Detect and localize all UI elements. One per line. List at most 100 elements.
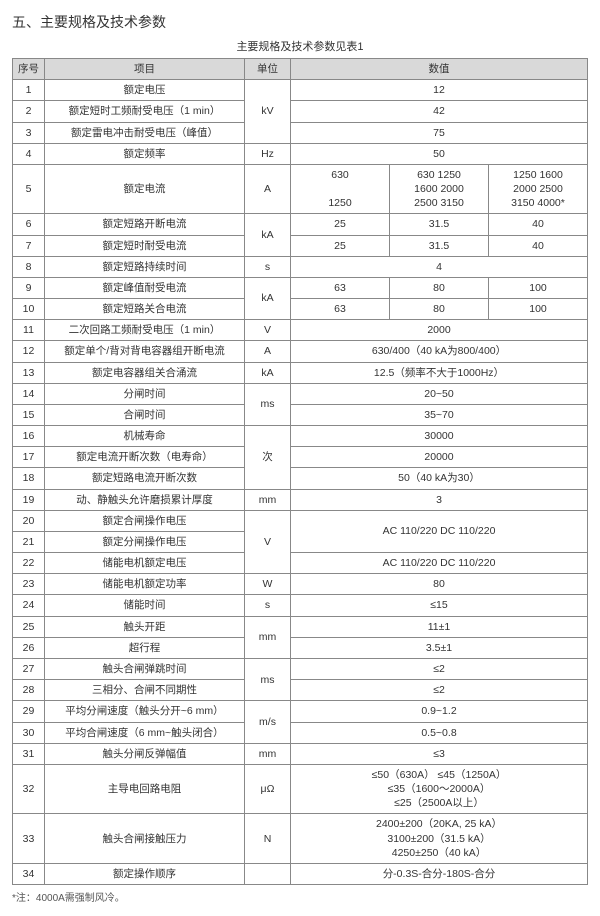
seq: 9 (13, 277, 45, 298)
item: 额定雷电冲击耐受电压（峰值） (45, 122, 245, 143)
seq: 12 (13, 341, 45, 362)
unit: V (245, 320, 291, 341)
value-c2: 630 1250 1600 2000 2500 3150 (390, 164, 489, 214)
item: 合闸时间 (45, 404, 245, 425)
unit: kA (245, 362, 291, 383)
item: 额定频率 (45, 143, 245, 164)
value: 11±1 (291, 616, 588, 637)
seq: 20 (13, 510, 45, 531)
item: 额定短时耐受电流 (45, 235, 245, 256)
seq: 5 (13, 164, 45, 214)
seq: 34 (13, 863, 45, 884)
section-title: 五、主要规格及技术参数 (12, 12, 588, 32)
seq: 17 (13, 447, 45, 468)
item: 额定短路持续时间 (45, 256, 245, 277)
value-c2: 31.5 (390, 214, 489, 235)
value-c2: 31.5 (390, 235, 489, 256)
seq: 6 (13, 214, 45, 235)
value-c2: 80 (390, 299, 489, 320)
seq: 16 (13, 426, 45, 447)
value: 20~50 (291, 383, 588, 404)
unit: s (245, 256, 291, 277)
value-c1: 630 1250 (291, 164, 390, 214)
seq: 11 (13, 320, 45, 341)
item: 触头分闸反弹幅值 (45, 743, 245, 764)
item: 额定电容器组关合涌流 (45, 362, 245, 383)
unit: ms (245, 383, 291, 425)
value: 2400±200（20KA, 25 kA） 3100±200（31.5 kA） … (291, 814, 588, 864)
seq: 14 (13, 383, 45, 404)
value-c2: 80 (390, 277, 489, 298)
unit: 次 (245, 426, 291, 490)
value: ≤2 (291, 680, 588, 701)
value: 12 (291, 80, 588, 101)
item: 平均合闸速度（6 mm~触头闭合） (45, 722, 245, 743)
unit: V (245, 510, 291, 574)
col-seq: 序号 (13, 59, 45, 80)
value: AC 110/220 DC 110/220 (291, 553, 588, 574)
item: 超行程 (45, 637, 245, 658)
item: 三相分、合闸不同期性 (45, 680, 245, 701)
unit: kA (245, 214, 291, 256)
item: 触头合闸弹跳时间 (45, 658, 245, 679)
item: 额定短路开断电流 (45, 214, 245, 235)
unit: W (245, 574, 291, 595)
value: 0.9~1.2 (291, 701, 588, 722)
item: 额定单个/背对背电容器组开断电流 (45, 341, 245, 362)
seq: 10 (13, 299, 45, 320)
item: 额定峰值耐受电流 (45, 277, 245, 298)
item: 额定电流开断次数（电寿命） (45, 447, 245, 468)
seq: 26 (13, 637, 45, 658)
unit: N (245, 814, 291, 864)
value-c3: 100 (489, 299, 588, 320)
value-c1: 63 (291, 299, 390, 320)
item: 触头合闸接触压力 (45, 814, 245, 864)
item: 额定短路电流开断次数 (45, 468, 245, 489)
item: 储能电机额定功率 (45, 574, 245, 595)
item: 额定分闸操作电压 (45, 531, 245, 552)
item: 额定操作顺序 (45, 863, 245, 884)
seq: 2 (13, 101, 45, 122)
seq: 15 (13, 404, 45, 425)
table-caption: 主要规格及技术参数见表1 (12, 38, 588, 54)
col-item: 项目 (45, 59, 245, 80)
item: 额定电流 (45, 164, 245, 214)
unit: mm (245, 616, 291, 658)
item: 分闸时间 (45, 383, 245, 404)
value: 20000 (291, 447, 588, 468)
seq: 4 (13, 143, 45, 164)
item: 额定短时工频耐受电压（1 min） (45, 101, 245, 122)
value: 3.5±1 (291, 637, 588, 658)
seq: 27 (13, 658, 45, 679)
footnote: *注：4000A需强制风冷。 (12, 889, 588, 904)
item: 额定电压 (45, 80, 245, 101)
unit: s (245, 595, 291, 616)
value: ≤50（630A） ≤45（1250A） ≤35（1600～2000A） ≤25… (291, 764, 588, 814)
unit: A (245, 164, 291, 214)
item: 额定合闸操作电压 (45, 510, 245, 531)
unit: μΩ (245, 764, 291, 814)
seq: 13 (13, 362, 45, 383)
value: 30000 (291, 426, 588, 447)
seq: 31 (13, 743, 45, 764)
value: 50 (291, 143, 588, 164)
seq: 24 (13, 595, 45, 616)
item: 储能时间 (45, 595, 245, 616)
seq: 3 (13, 122, 45, 143)
item: 触头开距 (45, 616, 245, 637)
seq: 28 (13, 680, 45, 701)
item: 储能电机额定电压 (45, 553, 245, 574)
col-value: 数值 (291, 59, 588, 80)
unit: kV (245, 80, 291, 144)
value: 3 (291, 489, 588, 510)
item: 动、静触头允许磨损累计厚度 (45, 489, 245, 510)
seq: 29 (13, 701, 45, 722)
value: AC 110/220 DC 110/220 (291, 510, 588, 552)
value-c3: 40 (489, 235, 588, 256)
unit: m/s (245, 701, 291, 743)
value-c3: 40 (489, 214, 588, 235)
col-unit: 单位 (245, 59, 291, 80)
unit (245, 863, 291, 884)
seq: 8 (13, 256, 45, 277)
value: ≤2 (291, 658, 588, 679)
